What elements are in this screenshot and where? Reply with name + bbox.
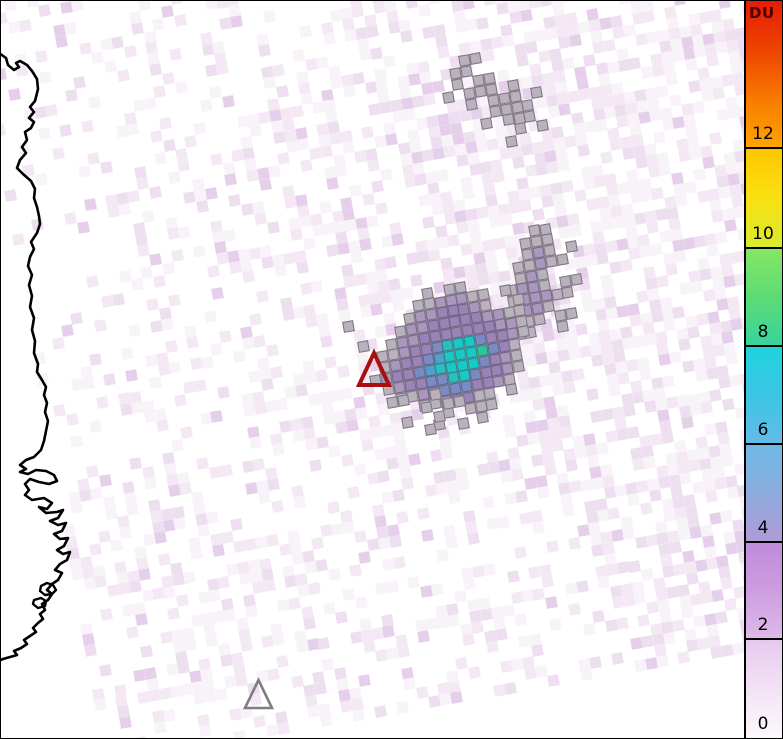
- colorbar-tick-label: 0: [757, 714, 769, 734]
- erupting-volcano-marker: [355, 348, 393, 387]
- colorbar-tick-line: [746, 443, 782, 445]
- colorbar-tick-label: 12: [752, 124, 774, 144]
- map-area: [1, 1, 746, 738]
- volcano-marker: [242, 677, 274, 710]
- colorbar-unit-label: DU: [749, 4, 775, 22]
- colorbar: 12 10 8 6 4 2 0 DU: [744, 1, 782, 738]
- colorbar-tick-line: [746, 638, 782, 640]
- coastline: [1, 52, 72, 662]
- colorbar-tick-label: 10: [752, 224, 774, 244]
- coastline-islet: [38, 581, 58, 597]
- colorbar-tick-line: [746, 541, 782, 543]
- erupting-volcano-marker-outline: [355, 348, 393, 387]
- colorbar-tick-label: 2: [757, 615, 769, 635]
- colorbar-tick-label: 6: [757, 420, 769, 440]
- volcano-marker-outline: [242, 677, 274, 710]
- colorbar-tick-line: [746, 345, 782, 347]
- colorbar-axis-spine: [744, 1, 746, 738]
- colorbar-tick-label: 4: [757, 518, 769, 538]
- colorbar-tick-line: [746, 147, 782, 149]
- colorbar-gradient: [746, 1, 782, 738]
- markers-layer: [1, 1, 746, 738]
- colorbar-tick-line: [746, 247, 782, 249]
- colorbar-tick-label: 8: [757, 322, 769, 342]
- coastline-islet: [31, 596, 48, 610]
